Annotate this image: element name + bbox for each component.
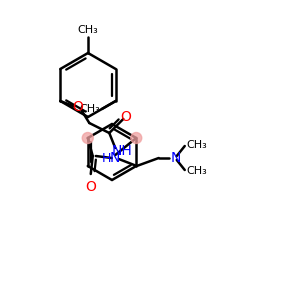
Text: O: O — [120, 110, 131, 124]
Text: CH₃: CH₃ — [78, 25, 98, 35]
Text: N: N — [171, 151, 181, 165]
Text: O: O — [72, 100, 83, 114]
Text: NH: NH — [112, 144, 133, 158]
Circle shape — [82, 133, 93, 143]
Text: H: H — [102, 152, 111, 164]
Text: O: O — [85, 180, 96, 194]
Text: N: N — [110, 151, 120, 165]
Text: CH₃: CH₃ — [187, 166, 208, 176]
Text: CH₃: CH₃ — [187, 140, 208, 150]
Text: CH₃: CH₃ — [79, 104, 100, 114]
Circle shape — [131, 133, 142, 143]
